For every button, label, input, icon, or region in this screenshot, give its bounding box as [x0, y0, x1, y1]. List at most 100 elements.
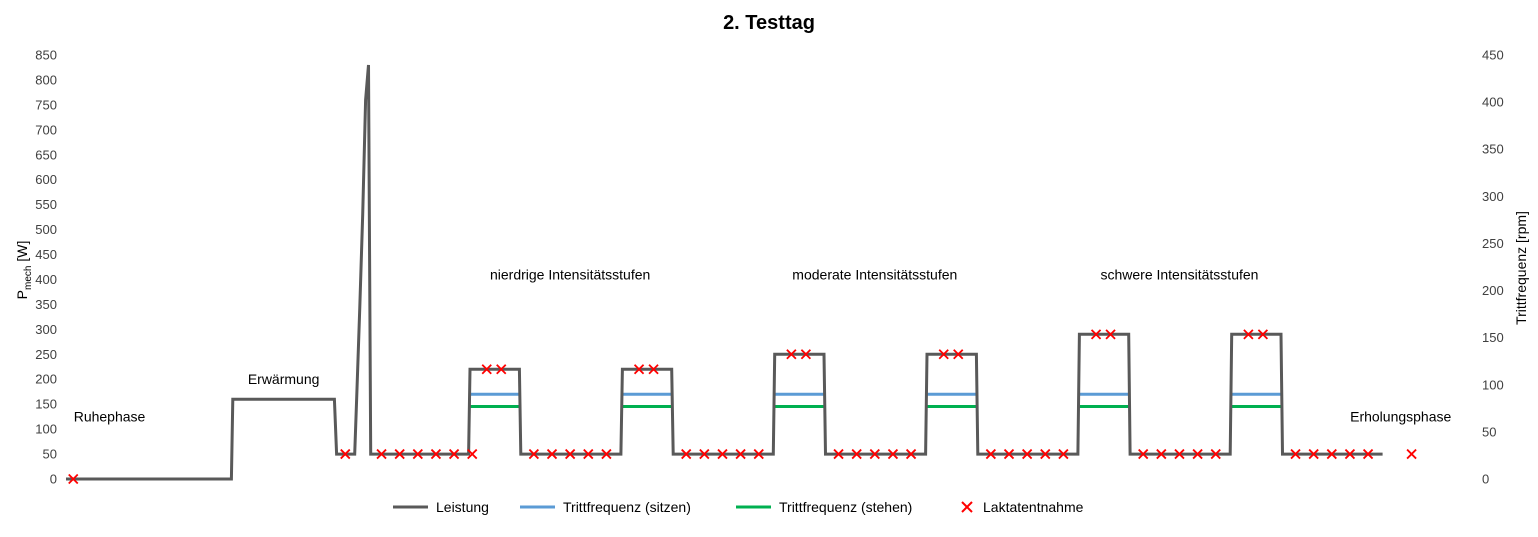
lactate-marker-stroke: [1022, 448, 1033, 460]
lactate-marker-stroke: [1138, 448, 1149, 460]
phase-annotation: moderate Intensitätsstufen: [792, 266, 957, 282]
lactate-marker: [1022, 448, 1033, 460]
lactate-marker-stroke: [1090, 329, 1102, 340]
lactate-marker: [833, 448, 844, 460]
lactate-marker-stroke: [496, 364, 507, 375]
legend-label: Trittfrequenz (stehen): [779, 499, 912, 515]
lactate-marker-stroke: [481, 364, 492, 375]
lactate-marker-stroke: [953, 349, 964, 360]
y-tick-left: 350: [35, 297, 57, 312]
lactate-marker-stroke: [1344, 448, 1356, 460]
lactate-marker-stroke: [1290, 448, 1301, 460]
lactate-marker-stroke: [1406, 448, 1417, 460]
y-tick-left: 200: [35, 372, 57, 387]
legend-label: Trittfrequenz (sitzen): [563, 499, 691, 515]
lactate-marker: [1156, 448, 1167, 460]
lactate-marker-stroke: [340, 448, 351, 460]
phase-annotation: Erholungsphase: [1350, 409, 1451, 425]
lactate-marker: [1308, 448, 1319, 460]
y-tick-left: 450: [35, 247, 57, 262]
lactate-marker-stroke: [1308, 448, 1319, 460]
lactate-marker: [467, 448, 478, 460]
lactate-marker-stroke: [394, 448, 405, 460]
lactate-marker: [800, 349, 812, 360]
y-tick-left: 250: [35, 347, 57, 362]
lactate-marker-stroke: [601, 448, 612, 460]
lactate-marker-stroke: [869, 448, 880, 460]
lactate-marker: [699, 448, 710, 460]
lactate-marker-stroke: [412, 448, 423, 460]
lactate-marker: [1090, 329, 1102, 340]
lactate-marker: [1138, 448, 1149, 460]
chart-title: 2. Testtag: [723, 12, 815, 34]
y-tick-right: 100: [1482, 377, 1504, 392]
lactate-marker: [1174, 448, 1185, 460]
lactate-marker: [869, 448, 880, 460]
y-tick-left: 550: [35, 197, 57, 212]
y-tick-right: 400: [1482, 95, 1504, 110]
lactate-marker: [953, 349, 964, 360]
lactate-marker-stroke: [430, 448, 442, 460]
lactate-marker: [786, 349, 797, 360]
y-tick-right: 200: [1482, 283, 1504, 298]
lactate-marker: [1406, 448, 1417, 460]
lactate-marker-stroke: [565, 448, 576, 460]
lactate-marker: [1326, 448, 1337, 460]
lactate-marker-stroke: [1156, 448, 1167, 460]
y-axis-label-right: Trittfrequenz [rpm]: [1513, 211, 1529, 325]
lactate-marker-stroke: [1058, 448, 1069, 460]
lactate-marker: [1243, 329, 1254, 340]
y-tick-left: 800: [35, 72, 57, 87]
lactate-marker-stroke: [1257, 329, 1269, 340]
lactate-marker-stroke: [583, 448, 594, 460]
lactate-marker-stroke: [648, 364, 659, 375]
legend: Leistung Trittfrequenz (sitzen) Trittfrequ…: [393, 499, 1084, 515]
lactate-marker: [1192, 448, 1203, 460]
lactate-marker-stroke: [376, 448, 387, 460]
lactate-marker: [887, 448, 899, 460]
lactate-marker: [546, 448, 558, 460]
lactate-marker-stroke: [800, 349, 812, 360]
lactate-marker-stroke: [1040, 448, 1051, 460]
lactate-marker-stroke: [851, 448, 862, 460]
lactate-marker: [985, 448, 997, 460]
y-tick-left: 850: [35, 48, 57, 63]
lactate-marker: [1105, 329, 1116, 340]
legend-swatch: [961, 501, 973, 513]
lactate-marker: [1058, 448, 1069, 460]
y-tick-left: 50: [43, 447, 57, 462]
lactate-marker: [583, 448, 594, 460]
lactate-marker: [565, 448, 576, 460]
lactate-marker: [735, 448, 746, 460]
y-axis-label-sub: mech: [23, 266, 34, 290]
lactate-marker-stroke: [1105, 329, 1116, 340]
lactate-marker-stroke: [633, 364, 645, 375]
y-tick-left: 100: [35, 422, 57, 437]
lactate-marker: [340, 448, 351, 460]
y-axis-label-main: P: [14, 290, 30, 299]
y-tick-left: 600: [35, 172, 57, 187]
lactate-marker-stroke: [938, 349, 949, 360]
lactate-marker: [1344, 448, 1356, 460]
y-tick-right: 50: [1482, 424, 1496, 439]
lactate-marker-stroke: [528, 448, 540, 460]
lactate-marker: [601, 448, 612, 460]
lactate-marker: [1003, 448, 1015, 460]
right-axis-ticks: 0 50 100 150 200 250 300 350 400 450: [1482, 48, 1504, 487]
y-tick-left: 0: [50, 472, 57, 487]
lactate-marker: [648, 364, 659, 375]
legend-label: Laktatentnahme: [983, 499, 1084, 515]
lactate-marker: [1257, 329, 1269, 340]
lactate-marker: [481, 364, 492, 375]
lactate-marker: [1040, 448, 1051, 460]
lactate-marker-stroke: [448, 448, 460, 460]
y-tick-right: 300: [1482, 189, 1504, 204]
y-tick-left: 750: [35, 97, 57, 112]
y-tick-right: 450: [1482, 48, 1504, 63]
y-tick-right: 0: [1482, 472, 1489, 487]
lactate-marker: [448, 448, 460, 460]
lactate-marker: [68, 473, 79, 485]
lactate-marker: [1290, 448, 1301, 460]
y-tick-left: 500: [35, 222, 57, 237]
lactate-marker-stroke: [1192, 448, 1203, 460]
